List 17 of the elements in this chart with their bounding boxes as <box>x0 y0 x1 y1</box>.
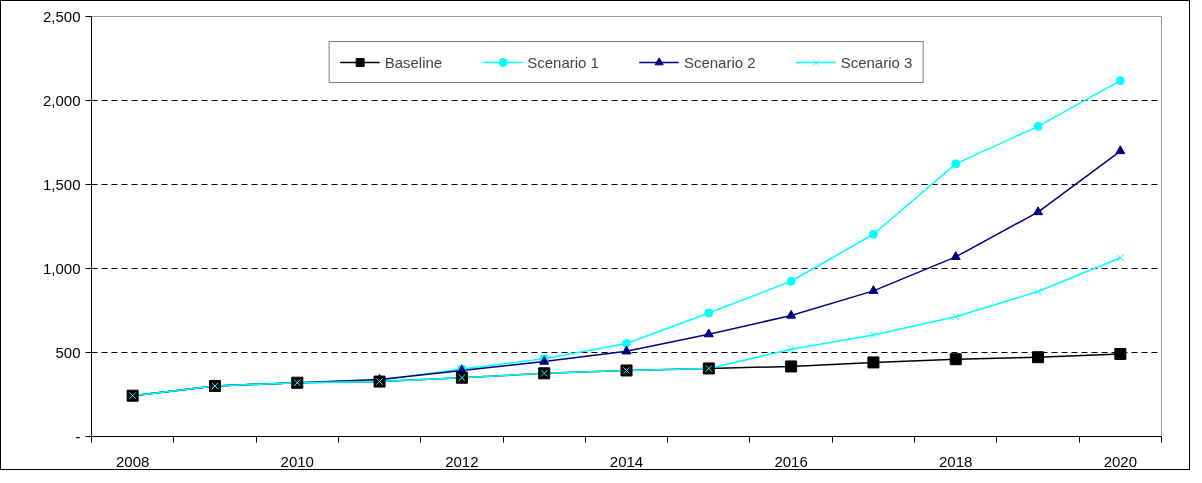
legend-label: Scenario 1 <box>527 53 599 71</box>
y-tick-label: 1,000 <box>42 259 81 277</box>
legend-label: Scenario 3 <box>840 53 913 71</box>
y-tick-label: 500 <box>55 343 81 361</box>
legend-label: Baseline <box>384 53 443 71</box>
x-tick-label: 2016 <box>774 452 808 470</box>
x-tick-label: 2008 <box>115 452 150 470</box>
y-tick-label: 1,500 <box>42 175 81 193</box>
y-tick-label: - <box>75 427 81 445</box>
x-tick-label: 2010 <box>280 452 314 470</box>
y-tick-label: 2,500 <box>42 7 81 25</box>
x-tick-label: 2012 <box>445 452 479 470</box>
x-tick-label: 2020 <box>1103 452 1138 470</box>
x-tick-label: 2014 <box>609 452 644 470</box>
y-tick-label: 2,000 <box>42 91 81 109</box>
x-tick-label: 2018 <box>939 452 973 470</box>
legend-label: Scenario 2 <box>683 53 756 71</box>
